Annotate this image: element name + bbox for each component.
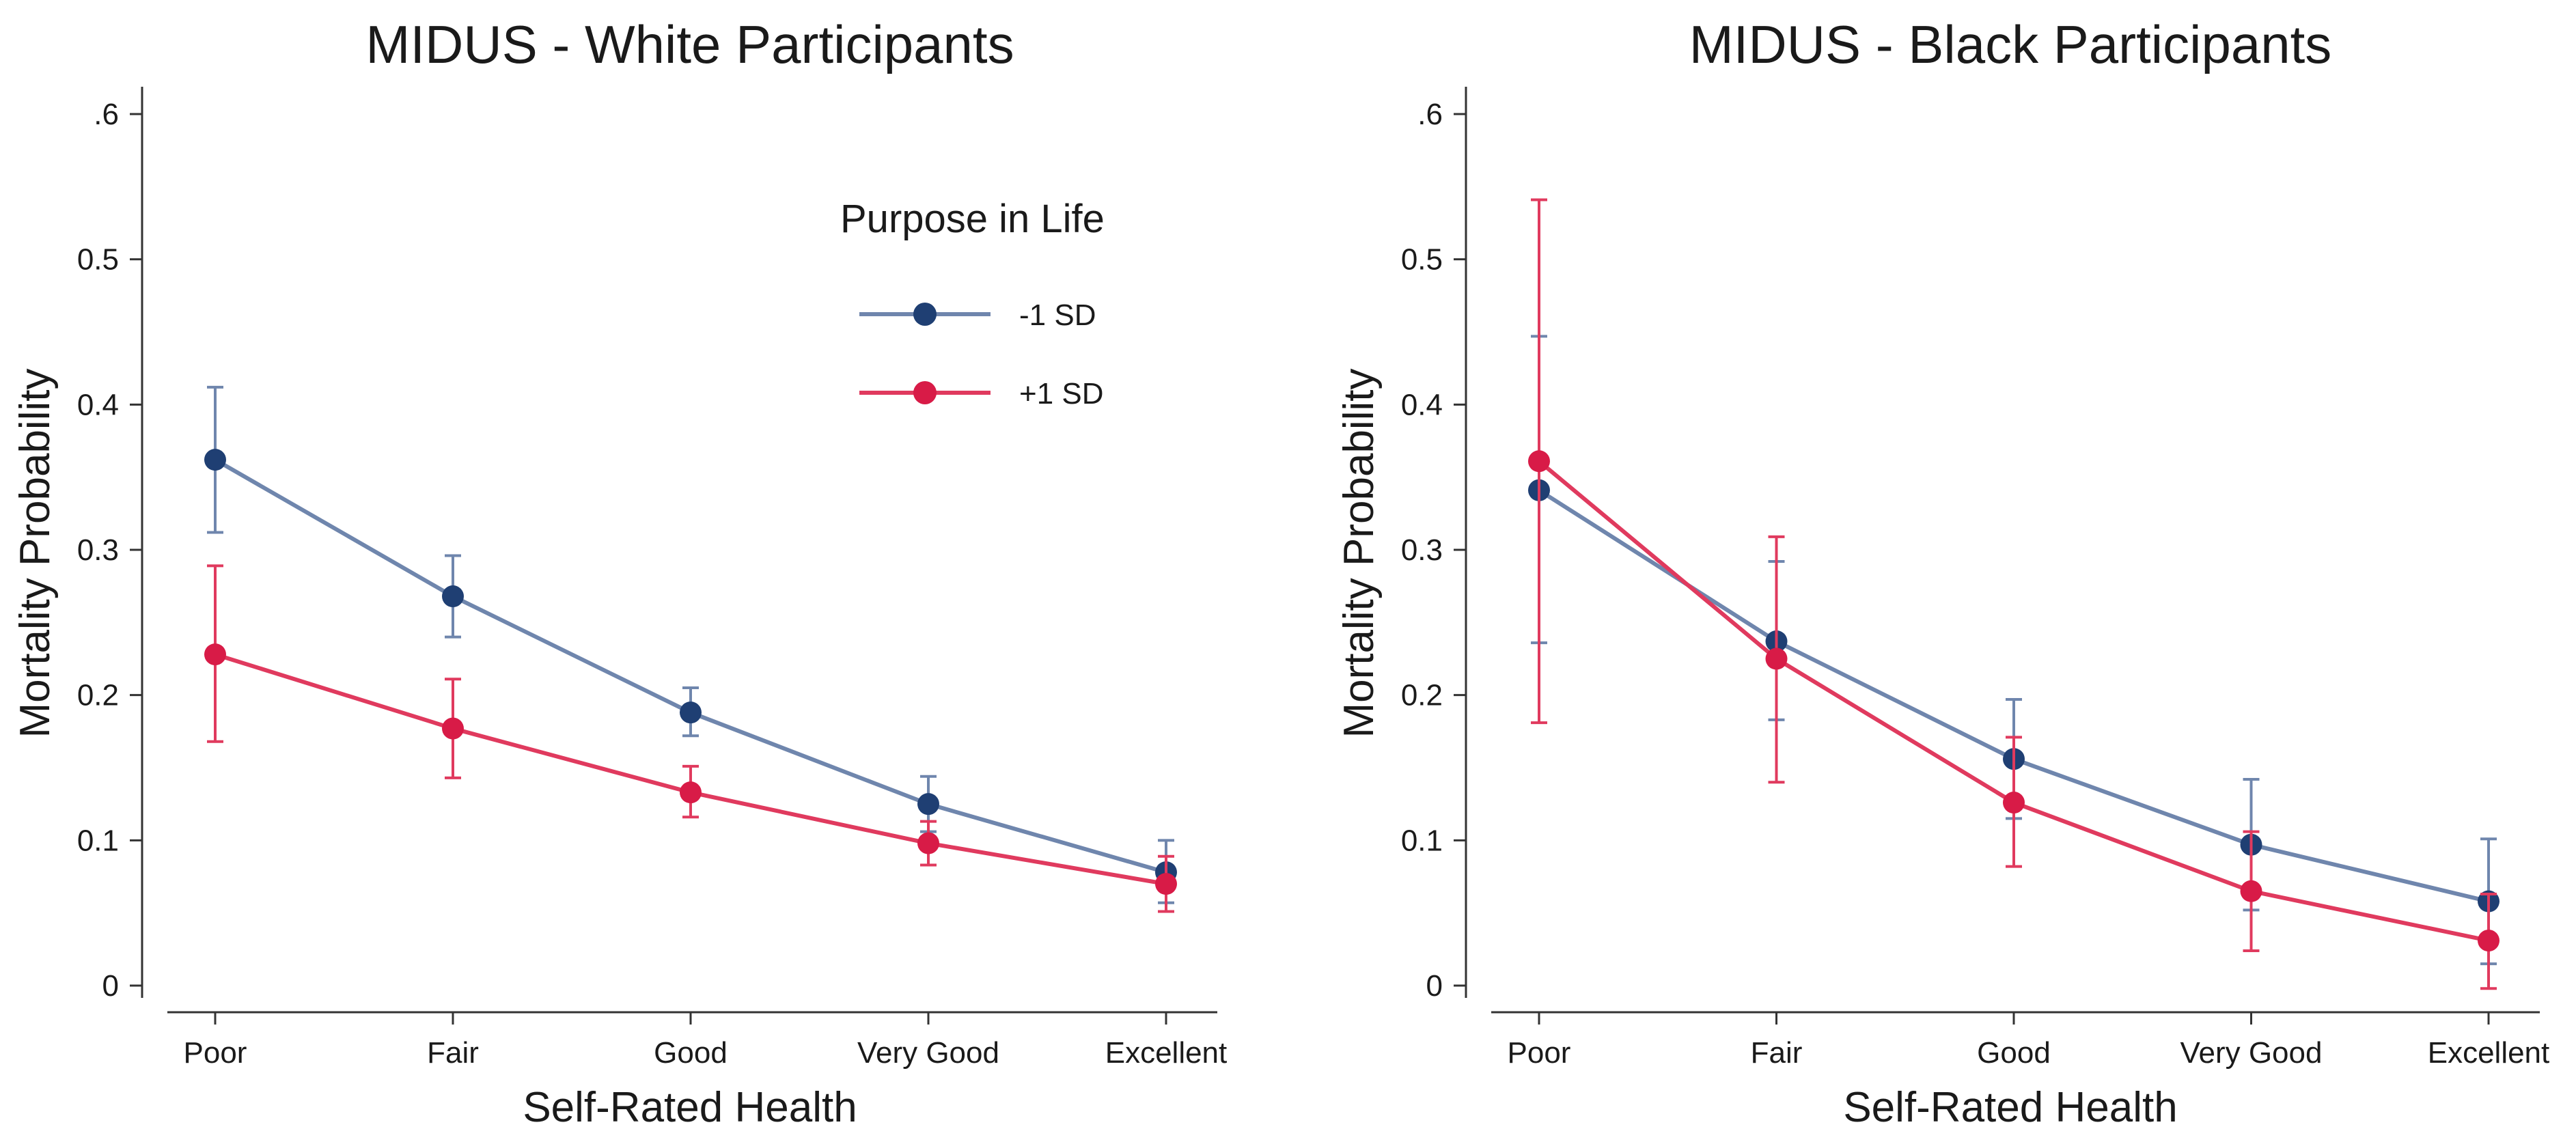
x-tick-label: Poor [184, 1036, 247, 1070]
data-point [2240, 880, 2262, 902]
data-point [1155, 873, 1177, 895]
data-point [917, 832, 939, 854]
legend-marker-minus-1sd [913, 303, 937, 326]
y-tick-label: 0.1 [77, 824, 119, 857]
chart-panel-white: MIDUS - White Participants Mortality Pro… [12, 14, 1227, 1131]
series-plus-1sd [1528, 198, 2499, 990]
x-tick-label: Poor [1508, 1036, 1571, 1070]
plot-area: 0 0.1 0.2 0.3 0.4 0.5 .6 Poor Fair Good Very Good E… [77, 87, 1227, 1070]
chart-title: MIDUS - Black Participants [1689, 14, 2332, 74]
series-minus-1sd [204, 385, 1177, 904]
data-point [2478, 930, 2499, 952]
x-tick-label: Good [654, 1036, 728, 1070]
data-point [1765, 647, 1788, 670]
chart-panel-black: MIDUS - Black Participants Mortality Pro… [1335, 14, 2549, 1131]
y-tick-label: 0.4 [1401, 388, 1443, 421]
legend-marker-plus-1sd [913, 381, 937, 404]
y-tick-label: .6 [1417, 98, 1443, 131]
legend-label-minus-1sd: -1 SD [1019, 298, 1096, 332]
x-axis-title: Self-Rated Health [523, 1084, 857, 1131]
x-tick-label: Excellent [1105, 1036, 1228, 1070]
legend-label-plus-1sd: +1 SD [1019, 377, 1104, 410]
y-tick-label: 0.3 [77, 533, 119, 567]
data-point [204, 449, 226, 471]
legend-title: Purpose in Life [840, 197, 1105, 241]
data-point [1528, 450, 1550, 473]
data-point [442, 585, 464, 608]
legend-entry: -1 SD [859, 298, 1096, 332]
chart-title: MIDUS - White Participants [365, 14, 1014, 74]
plot-area: 0 0.1 0.2 0.3 0.4 0.5 .6 Poor Fair Good Very Good E… [1401, 87, 2549, 1070]
y-axis-title: Mortality Probability [1335, 369, 1383, 738]
y-tick-label: 0.3 [1401, 533, 1443, 567]
x-tick-label: Excellent [2428, 1036, 2550, 1070]
x-tick-label: Very Good [2180, 1036, 2323, 1070]
data-point [917, 793, 939, 816]
y-tick-label: 0 [1426, 969, 1443, 1003]
series-minus-1sd [1528, 335, 2499, 966]
y-tick-label: 0.5 [1401, 243, 1443, 277]
y-tick-label: .6 [94, 98, 119, 131]
data-point [680, 781, 702, 804]
data-point [2003, 792, 2025, 814]
data-point [442, 717, 464, 740]
x-tick-label: Very Good [857, 1036, 999, 1070]
y-tick-label: 0.2 [77, 679, 119, 712]
y-tick-label: 0.5 [77, 243, 119, 277]
y-tick-label: 0.2 [1401, 679, 1443, 712]
x-tick-label: Fair [1751, 1036, 1803, 1070]
x-axis-title: Self-Rated Health [1843, 1084, 2177, 1131]
series-plus-1sd [204, 564, 1177, 913]
legend: Purpose in Life -1 SD +1 SD [840, 197, 1105, 410]
data-point [204, 643, 226, 666]
legend-entry: +1 SD [859, 377, 1104, 410]
data-point [680, 701, 702, 724]
x-tick-label: Fair [427, 1036, 479, 1070]
y-tick-label: 0 [102, 969, 119, 1003]
y-tick-label: 0.4 [77, 388, 119, 421]
x-tick-label: Good [1977, 1036, 2051, 1070]
y-axis-title: Mortality Probability [12, 369, 59, 738]
y-tick-label: 0.1 [1401, 824, 1443, 857]
